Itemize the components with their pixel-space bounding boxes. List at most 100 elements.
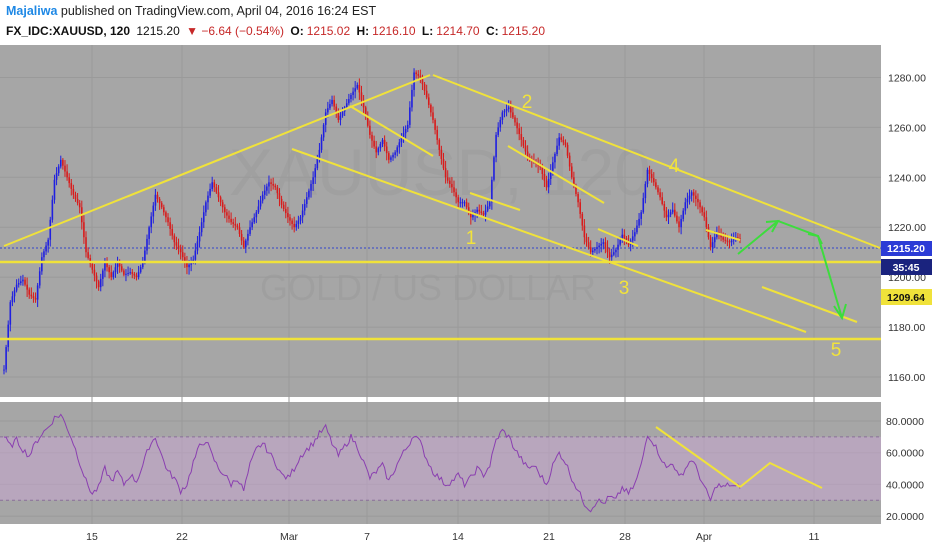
candle-body — [566, 144, 569, 156]
candle-body — [358, 84, 361, 93]
candle-body — [488, 202, 491, 207]
time-tick-label: 22 — [176, 531, 188, 543]
candle-body — [638, 218, 640, 226]
candle-body — [423, 84, 426, 91]
candle-body — [383, 139, 386, 147]
candle-body — [491, 179, 493, 203]
time-tick-label: Mar — [280, 531, 299, 543]
watermark-name: GOLD / US DOLLAR — [260, 267, 596, 308]
forecast-path — [737, 219, 843, 319]
candle-body — [613, 252, 615, 255]
candle-body — [102, 270, 104, 279]
price-tick-label: 1160.00 — [888, 372, 925, 384]
candle-body — [493, 157, 495, 180]
candle-body — [202, 212, 205, 223]
candle-body — [7, 324, 10, 348]
rsi-band — [0, 436, 881, 501]
candle-body — [148, 227, 150, 239]
candle-body — [570, 166, 573, 178]
candle-body — [655, 182, 657, 188]
symbol-interval[interactable]: FX_IDC:XAUUSD, 120 — [6, 24, 131, 38]
candle-body — [732, 238, 735, 241]
candle-body — [526, 151, 529, 158]
candle-body — [425, 90, 428, 98]
candle-body — [55, 173, 58, 180]
candle-body — [514, 117, 516, 123]
candle-body — [141, 262, 144, 268]
candle-body — [657, 187, 659, 193]
candle-body — [274, 185, 277, 188]
candle-body — [135, 275, 138, 278]
candle-body — [716, 232, 718, 238]
candle-body — [62, 159, 64, 166]
candle-body — [144, 250, 146, 263]
rsi-tick-label: 40.0000 — [886, 479, 924, 491]
candle-body — [190, 262, 192, 265]
publish-line: Majaliwa published on TradingView.com, A… — [6, 4, 376, 18]
candle-body — [482, 213, 485, 215]
wave-label-1: 1 — [466, 228, 477, 249]
candle-body — [512, 112, 514, 118]
candle-body — [322, 124, 325, 138]
countdown-tag: 35:45 — [893, 262, 920, 274]
candle-body — [442, 159, 445, 169]
forecast-arrows — [737, 219, 847, 321]
candle-body — [568, 155, 571, 167]
candle-body — [739, 238, 741, 240]
author-name[interactable]: Majaliwa — [6, 4, 58, 18]
candle-body — [68, 177, 70, 184]
candle-body — [467, 207, 470, 213]
candle-body — [728, 241, 731, 243]
candle-body — [15, 284, 18, 291]
price-tags: 1215.20 35:45 1209.64 — [881, 241, 932, 305]
arrowhead-down — [833, 303, 847, 321]
candle-body — [45, 245, 47, 252]
price-panel[interactable] — [0, 45, 881, 397]
candle-body — [93, 269, 96, 276]
channel-seg-2 — [469, 192, 521, 211]
candle-body — [219, 197, 222, 203]
candle-body — [661, 197, 663, 204]
candle-body — [11, 296, 14, 303]
candle-body — [398, 142, 401, 148]
candle-body — [600, 243, 603, 246]
arrowhead-mid — [807, 233, 823, 245]
candle-body — [76, 198, 79, 204]
open-label: O: — [290, 24, 304, 38]
candle-body — [91, 263, 94, 270]
candle-body — [362, 99, 365, 108]
candle-body — [549, 170, 552, 179]
candle-body — [276, 187, 279, 194]
candle-body — [295, 223, 298, 228]
trend-line-rising — [3, 74, 431, 247]
channel-lower-line — [291, 148, 807, 333]
candle-body — [167, 217, 169, 223]
candle-body — [198, 232, 201, 242]
candle-body — [560, 137, 563, 140]
candle-body — [266, 186, 268, 191]
high-value: 1216.10 — [372, 24, 416, 38]
candle-body — [173, 235, 176, 243]
wave-label-4: 4 — [669, 156, 680, 177]
candle-body — [104, 262, 106, 271]
candle-body — [53, 179, 56, 200]
candle-body — [329, 104, 331, 109]
candle-body — [707, 227, 710, 238]
candle-body — [594, 248, 596, 251]
rsi-tick-label: 20.0000 — [886, 511, 924, 523]
candle-body — [272, 183, 274, 186]
candle-body — [486, 206, 489, 211]
time-axis[interactable] — [0, 524, 881, 550]
candle-body — [373, 140, 375, 147]
candle-body — [116, 262, 119, 268]
candle-body — [415, 72, 417, 75]
wave-label-2: 2 — [522, 92, 533, 113]
candle-body — [440, 149, 443, 160]
candle-body — [438, 139, 441, 150]
candle-body — [74, 194, 77, 199]
panel-separator[interactable] — [0, 397, 881, 402]
candle-body — [617, 244, 619, 250]
candle-body — [297, 220, 300, 224]
candle-body — [713, 237, 716, 243]
